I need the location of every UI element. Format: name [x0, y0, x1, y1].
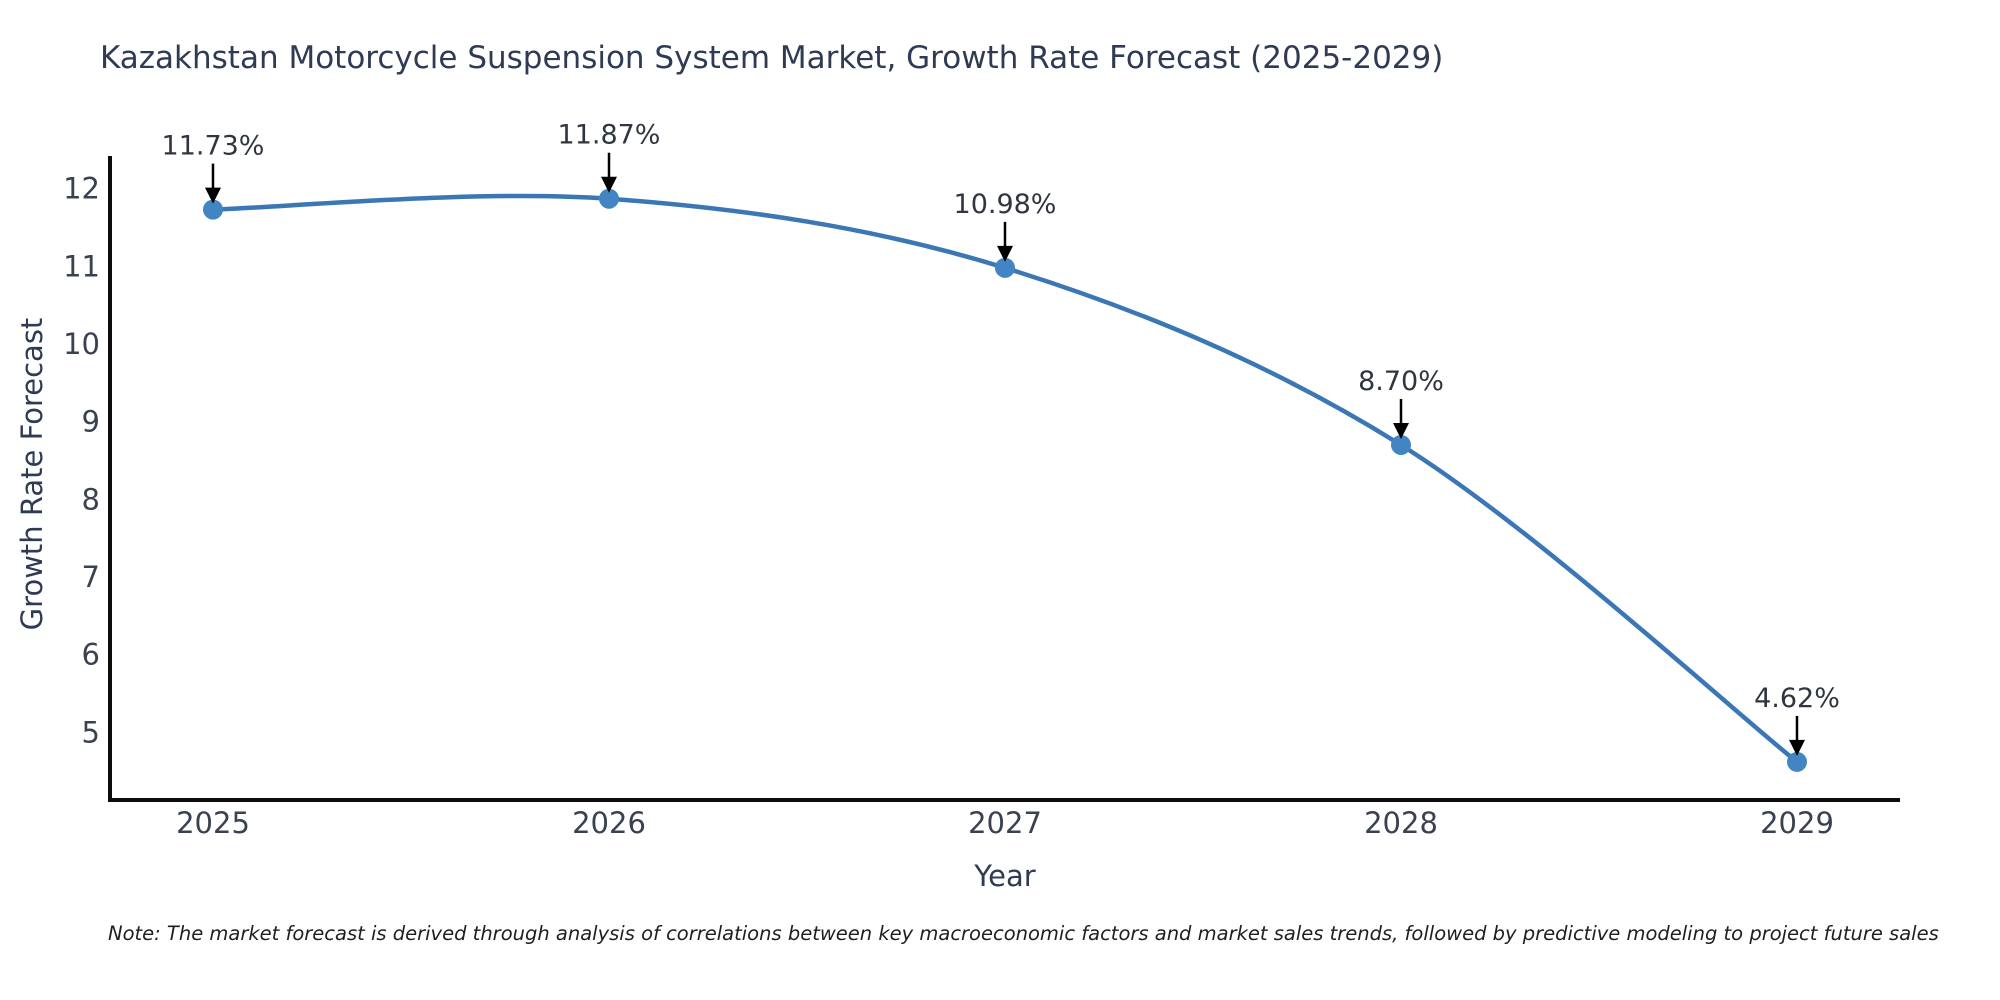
annotation-value-label: 11.87%	[558, 120, 661, 151]
annotation-value-label: 11.73%	[162, 131, 265, 162]
annotation-value-label: 8.70%	[1358, 366, 1444, 397]
x-tick-label: 2029	[1760, 806, 1834, 840]
y-tick-label: 9	[82, 405, 100, 439]
annotation-value-label: 4.62%	[1754, 683, 1840, 714]
y-tick-label: 12	[63, 172, 100, 206]
annotation-arrow-head	[997, 245, 1013, 262]
data-point-marker	[1787, 751, 1807, 772]
x-tick-label: 2028	[1364, 806, 1438, 840]
chart-title: Kazakhstan Motorcycle Suspension System …	[100, 40, 1444, 76]
annotation-arrow-head	[1393, 422, 1409, 439]
forecast-line	[210, 193, 1800, 765]
data-point-marker	[599, 188, 619, 209]
y-tick-label: 7	[82, 560, 100, 594]
annotation-arrow-head	[205, 187, 221, 204]
y-tick-label: 8	[82, 482, 100, 516]
annotation-arrow-head	[1789, 739, 1805, 756]
y-axis-title: Growth Rate Forecast	[15, 317, 49, 631]
data-point-marker	[995, 257, 1015, 278]
y-tick-label: 10	[63, 327, 100, 361]
y-tick-label: 6	[82, 638, 100, 672]
y-tick-label: 11	[63, 249, 100, 283]
data-point-marker	[203, 199, 223, 220]
annotation-arrow-head	[601, 176, 617, 193]
footnote: Note: The market forecast is derived thr…	[108, 922, 1939, 945]
x-axis-title: Year	[974, 859, 1036, 893]
annotation-value-label: 10.98%	[954, 189, 1057, 220]
y-tick-label: 5	[82, 715, 100, 749]
x-tick-label: 2027	[968, 806, 1042, 840]
x-tick-label: 2026	[572, 806, 646, 840]
x-tick-label: 2025	[176, 806, 250, 840]
data-point-marker	[1391, 434, 1411, 455]
